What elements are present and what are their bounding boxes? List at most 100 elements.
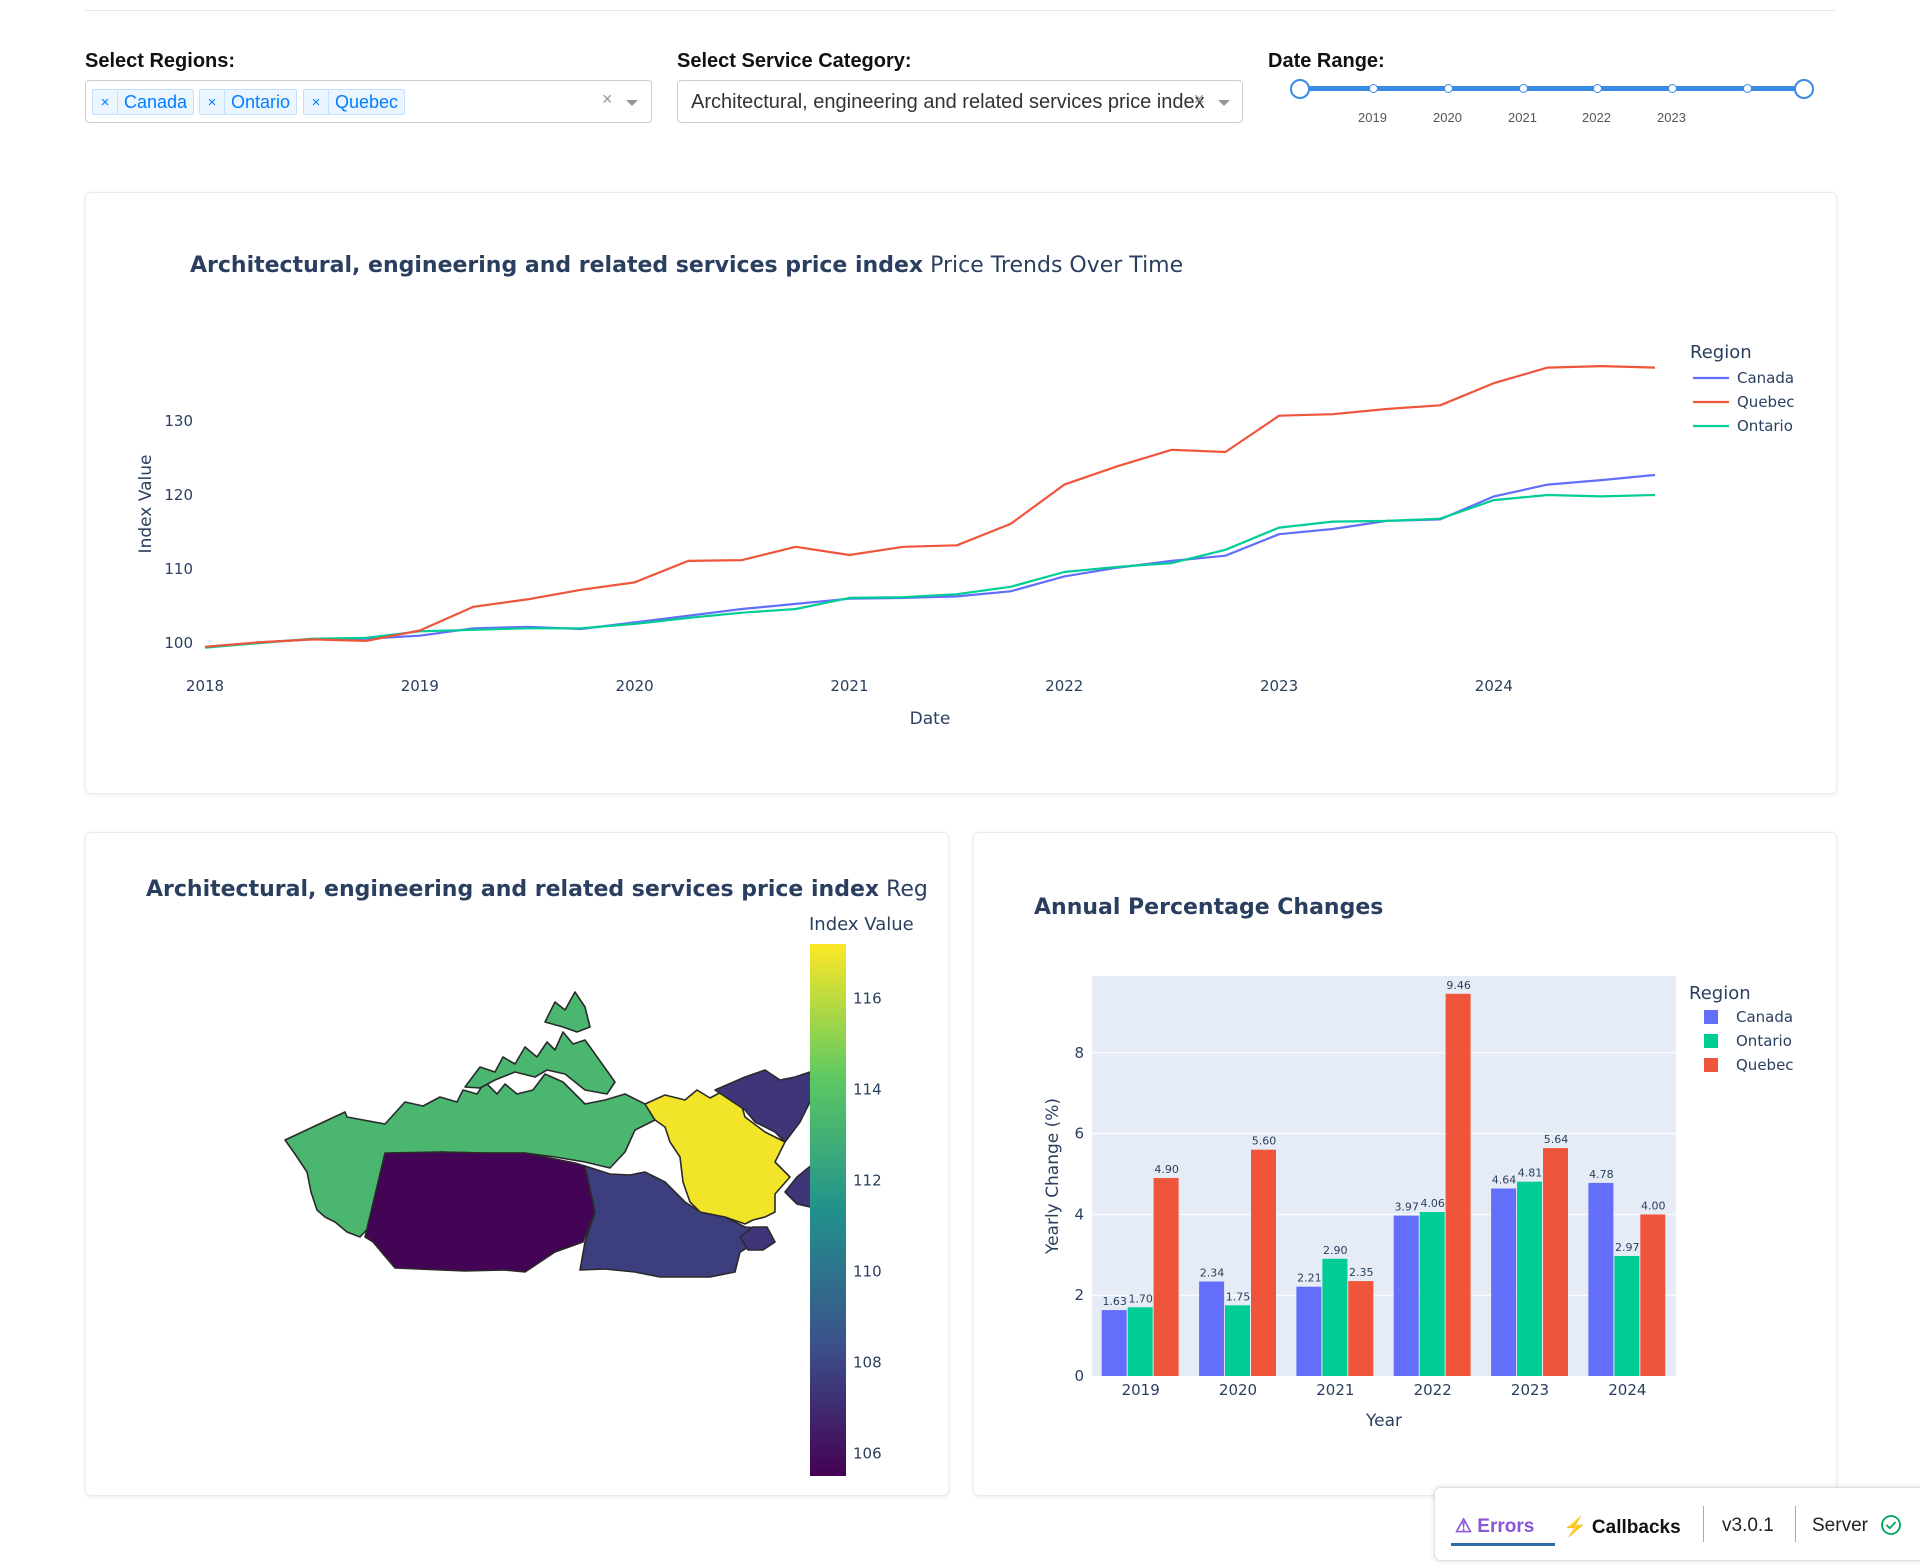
chevron-down-icon[interactable] xyxy=(626,100,638,106)
bar-canada-2020[interactable] xyxy=(1199,1281,1225,1377)
map-region-quebec[interactable] xyxy=(644,1089,791,1225)
errors-tab-underline xyxy=(1451,1543,1555,1546)
line-legend-label[interactable]: Canada xyxy=(1737,369,1794,387)
bar-quebec-2021[interactable] xyxy=(1348,1281,1374,1376)
bar-canada-2019[interactable] xyxy=(1101,1310,1127,1376)
line-x-tick-label: 2023 xyxy=(1260,677,1298,695)
bar-legend-label[interactable]: Canada xyxy=(1736,1008,1793,1026)
bar-ontario-2019[interactable] xyxy=(1127,1307,1153,1376)
bar-canada-2024[interactable] xyxy=(1588,1182,1614,1376)
colorbar-tick-label: 114 xyxy=(853,1081,882,1099)
colorbar xyxy=(810,944,846,1476)
bar-value-label: 2.34 xyxy=(1200,1267,1225,1280)
bar-y-tick-label: 2 xyxy=(1074,1286,1084,1304)
chevron-down-icon[interactable] xyxy=(1218,100,1230,106)
map-title: Architectural, engineering and related s… xyxy=(146,877,947,902)
chip-label: Quebec xyxy=(335,91,399,112)
bar-value-label: 3.97 xyxy=(1394,1201,1419,1214)
date-range-end-handle[interactable] xyxy=(1794,79,1814,99)
map-region-arctic-islands[interactable] xyxy=(464,991,616,1095)
bar-value-label: 5.60 xyxy=(1252,1135,1277,1148)
chip-remove-icon[interactable]: × xyxy=(304,90,329,114)
colorbar-tick-label: 108 xyxy=(853,1353,882,1371)
slider-mark-dot xyxy=(1369,84,1378,93)
bar-x-tick-label: 2021 xyxy=(1316,1381,1354,1399)
line-chart-title-bold: Architectural, engineering and related s… xyxy=(190,253,923,278)
bar-quebec-2022[interactable] xyxy=(1445,993,1471,1376)
errors-tab[interactable]: ⚠ Errors xyxy=(1455,1516,1535,1537)
bar-y-tick-label: 6 xyxy=(1074,1125,1084,1143)
colorbar-tick-label: 112 xyxy=(853,1171,882,1189)
bar-canada-2021[interactable] xyxy=(1296,1286,1322,1376)
chip-remove-icon[interactable]: × xyxy=(200,90,225,114)
colorbar-title: Index Value xyxy=(809,914,914,935)
slider-mark-dot xyxy=(1593,84,1602,93)
check-circle-icon xyxy=(1881,1515,1901,1535)
date-range-track[interactable] xyxy=(1300,86,1804,91)
bar-value-label: 4.90 xyxy=(1154,1163,1179,1176)
bar-value-label: 2.21 xyxy=(1297,1272,1322,1285)
bar-value-label: 1.63 xyxy=(1102,1295,1127,1308)
category-label: Select Service Category: xyxy=(677,50,912,72)
bar-plot-area xyxy=(1092,976,1676,1376)
line-series-ontario[interactable] xyxy=(204,493,1656,649)
server-label: Server xyxy=(1812,1515,1868,1536)
bar-legend-label[interactable]: Quebec xyxy=(1736,1056,1794,1074)
bar-x-tick-label: 2024 xyxy=(1608,1381,1646,1399)
bar-legend-swatch[interactable] xyxy=(1704,1034,1718,1048)
clear-icon[interactable]: × xyxy=(1194,89,1205,109)
bar-value-label: 1.75 xyxy=(1226,1290,1251,1303)
line-series-canada[interactable] xyxy=(204,473,1656,648)
slider-mark-dot xyxy=(1668,84,1677,93)
line-chart: Architectural, engineering and related s… xyxy=(136,253,1795,729)
bar-quebec-2020[interactable] xyxy=(1251,1149,1276,1376)
line-x-tick-label: 2021 xyxy=(830,677,868,695)
bar-legend: Region Canada Ontario Quebec xyxy=(1689,983,1794,1074)
line-x-tick-label: 2020 xyxy=(616,677,654,695)
colorbar-tick-label: 106 xyxy=(853,1444,882,1462)
slider-mark-label: 2020 xyxy=(1433,110,1462,125)
bar-value-label: 4.81 xyxy=(1518,1167,1543,1180)
line-legend-title: Region xyxy=(1690,342,1752,363)
map-region-prairies[interactable] xyxy=(364,1151,596,1273)
bar-x-tick-label: 2023 xyxy=(1511,1381,1549,1399)
bar-ontario-2022[interactable] xyxy=(1419,1212,1445,1376)
bar-y-tick-label: 8 xyxy=(1074,1044,1084,1062)
bar-ontario-2020[interactable] xyxy=(1225,1305,1250,1376)
chip-canada: × Canada xyxy=(92,89,195,115)
bar-quebec-2023[interactable] xyxy=(1543,1148,1568,1376)
line-series-quebec[interactable] xyxy=(204,365,1656,648)
bar-legend-title: Region xyxy=(1689,983,1751,1004)
line-legend: Region Canada Quebec Ontario xyxy=(1690,342,1795,435)
bar-canada-2022[interactable] xyxy=(1393,1215,1419,1376)
slider-mark-label: 2019 xyxy=(1358,110,1387,125)
bar-quebec-2024[interactable] xyxy=(1640,1214,1666,1376)
clear-icon[interactable]: × xyxy=(602,89,613,109)
line-y-axis-label: Index Value xyxy=(136,455,156,554)
debug-divider xyxy=(1795,1506,1796,1542)
callbacks-tab[interactable]: ⚡ Callbacks xyxy=(1563,1517,1681,1538)
bar-value-label: 4.00 xyxy=(1641,1199,1666,1212)
bar-legend-swatch[interactable] xyxy=(1704,1010,1718,1024)
colorbar-tick-label: 116 xyxy=(853,990,882,1008)
version-label: v3.0.1 xyxy=(1722,1515,1774,1536)
bar-quebec-2019[interactable] xyxy=(1153,1178,1179,1376)
regions-dropdown[interactable]: × Canada × Ontario × Quebec × xyxy=(85,80,652,123)
bar-legend-swatch[interactable] xyxy=(1704,1058,1718,1072)
slider-mark-label: 2023 xyxy=(1657,110,1686,125)
date-range-label: Date Range: xyxy=(1268,50,1385,72)
bar-value-label: 2.97 xyxy=(1615,1241,1640,1254)
date-range-start-handle[interactable] xyxy=(1290,79,1310,99)
category-dropdown[interactable]: Architectural, engineering and related s… xyxy=(677,80,1243,123)
line-legend-label[interactable]: Quebec xyxy=(1737,393,1795,411)
bar-canada-2023[interactable] xyxy=(1491,1188,1517,1377)
bar-ontario-2024[interactable] xyxy=(1614,1256,1640,1376)
bar-legend-label[interactable]: Ontario xyxy=(1736,1032,1792,1050)
bar-y-tick-label: 4 xyxy=(1074,1205,1084,1223)
category-value: Architectural, engineering and related s… xyxy=(691,91,1205,113)
bar-ontario-2023[interactable] xyxy=(1517,1181,1542,1376)
bar-ontario-2021[interactable] xyxy=(1322,1258,1348,1376)
line-legend-label[interactable]: Ontario xyxy=(1737,417,1793,435)
bar-value-label: 2.90 xyxy=(1323,1244,1348,1257)
chip-remove-icon[interactable]: × xyxy=(93,90,118,114)
